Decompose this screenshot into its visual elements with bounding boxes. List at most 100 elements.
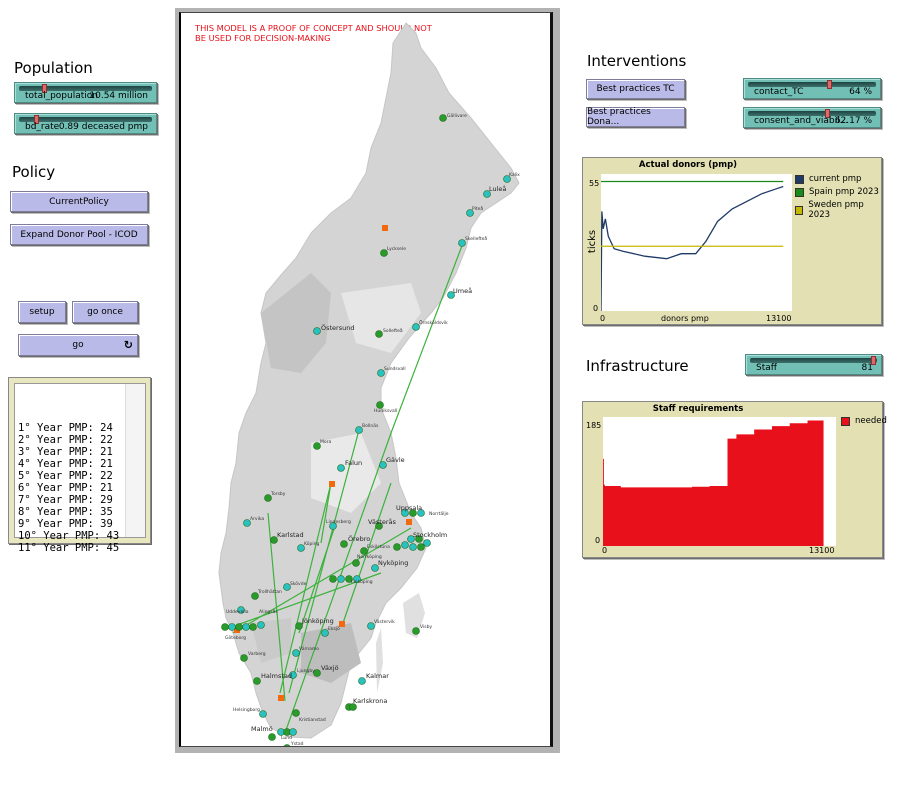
plot-title: Staff requirements [652, 404, 744, 414]
button-label: Best practices TC [596, 84, 675, 94]
staff-area-chart [603, 418, 824, 546]
svg-text:Gällivare: Gällivare [447, 113, 467, 119]
svg-text:Värnamo: Värnamo [299, 646, 319, 652]
slider-value: 62.17 % [834, 116, 872, 126]
staff-slider[interactable]: Staff 81 [745, 354, 882, 375]
go-once-button[interactable]: go once [72, 301, 138, 323]
bd-rate-slider[interactable]: bd_rate 0.89 deceased pmp [14, 113, 157, 134]
output-line: 9° Year PMP: 39 [18, 518, 113, 530]
output-line: 1° Year PMP: 24 [18, 422, 113, 434]
svg-text:Skövde: Skövde [290, 581, 307, 587]
y-axis-label: ticks [587, 229, 599, 254]
output-area: 1° Year PMP: 24 2° Year PMP: 22 3° Year PM… [8, 377, 151, 554]
svg-text:Örnsköldsvik: Örnsköldsvik [419, 319, 448, 326]
svg-text:Karlskrona: Karlskrona [353, 697, 387, 705]
slider-thumb[interactable] [871, 356, 876, 365]
output-text[interactable]: 1° Year PMP: 24 2° Year PMP: 22 3° Year PM… [14, 383, 146, 554]
series-current-pmp [600, 185, 784, 312]
slider-thumb[interactable] [34, 115, 39, 124]
button-label: Expand Donor Pool - ICOD [20, 229, 138, 240]
slider-track [19, 117, 152, 122]
plot-area [600, 174, 792, 312]
svg-text:Falun: Falun [345, 459, 362, 467]
slider-thumb[interactable] [42, 84, 47, 93]
svg-text:Norrköping: Norrköping [357, 554, 382, 560]
forever-loop-icon: ↻ [123, 338, 133, 352]
svg-text:Köping: Köping [304, 541, 319, 547]
legend-needed: needed [841, 416, 887, 426]
button-label: go [72, 340, 84, 350]
output-line: 8° Year PMP: 35 [18, 506, 113, 518]
slider-label: Staff [756, 363, 777, 373]
svg-text:Kalix: Kalix [509, 172, 520, 178]
slider-value: 10.54 million [89, 91, 148, 101]
slider-label: consent_and_viabil... [754, 116, 849, 126]
svg-text:Uppsala: Uppsala [396, 504, 422, 512]
total-population-slider[interactable]: total_population 10.54 million [14, 82, 157, 103]
slider-thumb[interactable] [825, 109, 830, 118]
disclaimer-warning: THIS MODEL IS A PROOF OF CONCEPT AND SHO… [195, 23, 432, 43]
svg-text:Hudiksvall: Hudiksvall [374, 408, 397, 414]
svg-text:Norrtälje: Norrtälje [429, 511, 449, 517]
setup-button[interactable]: setup [18, 301, 66, 323]
svg-text:Bollnäs: Bollnäs [362, 423, 379, 429]
output-line: 6° Year PMP: 21 [18, 482, 113, 494]
svg-text:Örebro: Örebro [348, 534, 370, 543]
svg-text:Eksjö: Eksjö [328, 626, 340, 632]
output-line: 5° Year PMP: 22 [18, 470, 113, 482]
svg-text:Karlstad: Karlstad [277, 531, 304, 539]
infrastructure-heading: Infrastructure [586, 357, 689, 375]
x-max-tick: 13100 [809, 546, 835, 555]
series-needed [603, 418, 824, 546]
svg-text:Ljungby: Ljungby [297, 668, 315, 674]
svg-text:Mora: Mora [320, 439, 331, 445]
slider-label: bd_rate [25, 122, 60, 132]
output-line: 7° Year PMP: 29 [18, 494, 113, 506]
svg-text:Eskilstuna: Eskilstuna [367, 544, 390, 550]
output-line: 11° Year PMP: 45 [18, 542, 120, 554]
output-line: 4° Year PMP: 21 [18, 458, 113, 470]
slider-label: contact_TC [754, 87, 804, 97]
best-practices-donation-button[interactable]: Best practices Dona... [586, 107, 685, 127]
slider-track [748, 111, 876, 116]
expand-donor-pool-button[interactable]: Expand Donor Pool - ICOD [10, 224, 148, 245]
button-label: go once [87, 307, 123, 317]
y-min-tick: 0 [595, 536, 601, 545]
donors-line-chart [600, 180, 784, 312]
slider-value: 81 [861, 363, 873, 373]
svg-text:Trollhättan: Trollhättan [257, 589, 282, 595]
best-practices-tc-button[interactable]: Best practices TC [586, 79, 685, 99]
svg-text:Helsingborg: Helsingborg [233, 707, 260, 713]
output-scrollbar[interactable] [125, 384, 145, 537]
svg-text:Ystad: Ystad [290, 741, 304, 747]
slider-track [748, 82, 876, 87]
slider-track [750, 358, 877, 363]
svg-text:Umeå: Umeå [453, 286, 472, 295]
svg-text:Uddevalla: Uddevalla [226, 609, 249, 615]
button-label: CurrentPolicy [49, 196, 109, 207]
current-policy-button[interactable]: CurrentPolicy [10, 191, 148, 212]
svg-text:Kristianstad: Kristianstad [299, 717, 326, 723]
slider-label: total_population [25, 91, 98, 101]
staff-requirements-plot: Staff requirements 185 0 0 13100 needed [582, 401, 887, 558]
svg-text:Lycksele: Lycksele [387, 246, 406, 252]
legend-spain-pmp: Spain pmp 2023 [795, 187, 879, 197]
legend-swatch [841, 416, 850, 426]
button-label: Best practices Dona... [587, 107, 651, 127]
svg-text:Piteå: Piteå [472, 205, 483, 212]
world-view[interactable]: THIS MODEL IS A PROOF OF CONCEPT AND SHO… [179, 12, 553, 747]
y-max-tick: 185 [586, 421, 602, 430]
go-forever-button[interactable]: go ↻ [18, 334, 138, 356]
consent-and-viability-slider[interactable]: consent_and_viabil... 62.17 % [743, 107, 881, 128]
contact-tc-slider[interactable]: contact_TC 64 % [743, 78, 881, 99]
svg-text:Västervik: Västervik [374, 619, 395, 625]
button-label: setup [29, 307, 55, 317]
slider-thumb[interactable] [827, 80, 832, 89]
legend-swatch [795, 205, 804, 215]
legend-current-pmp: current pmp [795, 174, 861, 184]
svg-text:Varberg: Varberg [248, 651, 266, 657]
population-heading: Population [14, 59, 93, 77]
y-min-tick: 0 [593, 304, 599, 313]
svg-text:Växjö: Växjö [321, 664, 339, 672]
svg-text:Lindesberg: Lindesberg [326, 519, 351, 525]
